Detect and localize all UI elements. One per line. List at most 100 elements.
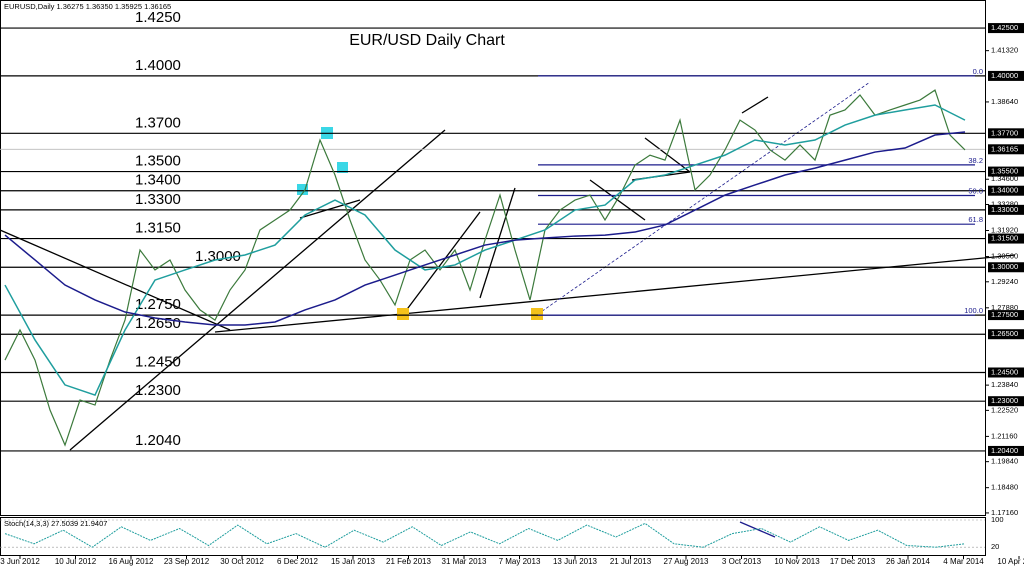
level-label: 1.3150 xyxy=(135,220,181,237)
fib-label: 61.8 xyxy=(968,215,983,224)
current-price-label: 1.36165 xyxy=(991,144,1018,153)
x-tick-label: 15 Jan 2013 xyxy=(331,557,376,566)
series-line xyxy=(4,104,966,396)
x-tick-label: 27 Aug 2013 xyxy=(664,557,709,566)
level-label: 1.2750 xyxy=(135,296,181,313)
x-tick-label: 31 Mar 2013 xyxy=(442,557,487,566)
y-tick-label: 1.23840 xyxy=(991,380,1018,389)
y-tick-label: 1.34600 xyxy=(991,174,1018,183)
x-tick-label: 4 Mar 2014 xyxy=(943,557,984,566)
level-axis-label: 1.27500 xyxy=(991,310,1018,319)
x-tick-label: 16 Aug 2012 xyxy=(109,557,154,566)
y-tick-label: 1.17160 xyxy=(991,508,1018,517)
level-box xyxy=(988,23,1024,34)
series-line xyxy=(4,131,966,326)
level-axis-label: 1.31500 xyxy=(991,234,1018,243)
trendline xyxy=(214,254,1016,333)
y-tick-label: 1.18480 xyxy=(991,483,1018,492)
series-line xyxy=(4,89,966,447)
x-tick-label: 17 Dec 2013 xyxy=(830,557,876,566)
y-tick-label: 1.31920 xyxy=(991,225,1018,234)
current-price-box xyxy=(988,144,1024,155)
level-label: 1.4250 xyxy=(135,9,181,26)
fib-label: 50.0 xyxy=(968,186,983,195)
marker xyxy=(337,162,348,173)
level-box xyxy=(988,233,1024,244)
level-label: 1.3700 xyxy=(135,114,181,131)
marker xyxy=(297,184,308,195)
marker xyxy=(397,308,409,320)
x-tick-label: 23 Sep 2012 xyxy=(164,557,210,566)
level-label: 1.4000 xyxy=(135,57,181,74)
level-label: 1.3300 xyxy=(135,191,181,208)
level-axis-label: 1.37700 xyxy=(991,128,1018,137)
fib-baseline xyxy=(537,81,871,315)
level-box xyxy=(988,396,1024,407)
fib-label: 38.2 xyxy=(968,156,983,165)
level-box xyxy=(988,166,1024,177)
fib-label: 100.0 xyxy=(964,306,983,315)
level-box xyxy=(988,445,1024,456)
level-axis-label: 1.35500 xyxy=(991,167,1018,176)
level-label: 1.2450 xyxy=(135,353,181,370)
x-tick-label: 21 Jul 2013 xyxy=(610,557,652,566)
trendline xyxy=(299,199,361,219)
level-box xyxy=(988,185,1024,196)
y-tick-label: 1.33280 xyxy=(991,199,1018,208)
level-axis-label: 1.40000 xyxy=(991,71,1018,80)
stoch-line xyxy=(4,522,966,548)
trendline xyxy=(404,211,481,313)
x-tick-label: 10 Apr 2014 xyxy=(997,557,1024,566)
level-label: 1.3500 xyxy=(135,153,181,170)
y-tick-label: 1.29240 xyxy=(991,277,1018,286)
level-axis-label: 1.42500 xyxy=(991,23,1018,32)
x-tick-label: 10 Nov 2013 xyxy=(774,557,820,566)
level-axis-label: 1.33000 xyxy=(991,205,1018,214)
trendline xyxy=(0,229,231,331)
x-tick-label: 7 May 2013 xyxy=(499,557,541,566)
level-axis-label: 1.26500 xyxy=(991,329,1018,338)
trendline xyxy=(69,129,446,451)
level-box xyxy=(988,204,1024,215)
y-tick-label: 1.27880 xyxy=(991,303,1018,312)
marker xyxy=(531,308,543,320)
level-box xyxy=(988,367,1024,378)
level-axis-label: 1.34000 xyxy=(991,186,1018,195)
level-label: 1.2040 xyxy=(135,432,181,449)
level-axis-label: 1.24500 xyxy=(991,367,1018,376)
y-tick-label: 1.38640 xyxy=(991,97,1018,106)
level-box xyxy=(988,128,1024,139)
stoch-tick-label: 100 xyxy=(991,515,1004,524)
level-axis-label: 1.20400 xyxy=(991,446,1018,455)
x-tick-label: 6 Dec 2012 xyxy=(277,557,318,566)
trendline xyxy=(741,96,769,114)
x-tick-label: 3 Oct 2013 xyxy=(722,557,762,566)
fib-label: 0.0 xyxy=(973,67,983,76)
level-label: 1.3000 xyxy=(195,248,241,265)
y-tick-label: 1.30560 xyxy=(991,252,1018,261)
x-tick-label: 13 Jun 2013 xyxy=(553,557,598,566)
x-tick-label: 30 Oct 2012 xyxy=(220,557,264,566)
y-tick-label: 1.22520 xyxy=(991,405,1018,414)
level-box xyxy=(988,70,1024,81)
level-label: 1.3400 xyxy=(135,172,181,189)
stoch-panel xyxy=(0,517,986,556)
x-tick-label: 3 Jun 2012 xyxy=(0,557,40,566)
level-axis-label: 1.30000 xyxy=(991,262,1018,271)
y-tick-label: 1.21160 xyxy=(991,431,1018,440)
stoch-header: Stoch(14,3,3) 27.5039 21.9407 xyxy=(4,519,107,528)
level-label: 1.2300 xyxy=(135,382,181,399)
y-tick-label: 1.41320 xyxy=(991,46,1018,55)
y-tick-label: 1.19840 xyxy=(991,457,1018,466)
level-axis-label: 1.23000 xyxy=(991,396,1018,405)
x-tick-label: 10 Jul 2012 xyxy=(55,557,97,566)
chart-title: EUR/USD Daily Chart xyxy=(349,32,505,49)
level-box xyxy=(988,329,1024,340)
stoch-tick-label: 20 xyxy=(991,542,999,551)
level-box xyxy=(988,310,1024,321)
x-tick-label: 26 Jan 2014 xyxy=(886,557,931,566)
level-box xyxy=(988,262,1024,273)
chart-header: EURUSD,Daily 1.36275 1.36350 1.35925 1.3… xyxy=(4,2,171,11)
x-tick-label: 21 Feb 2013 xyxy=(386,557,431,566)
